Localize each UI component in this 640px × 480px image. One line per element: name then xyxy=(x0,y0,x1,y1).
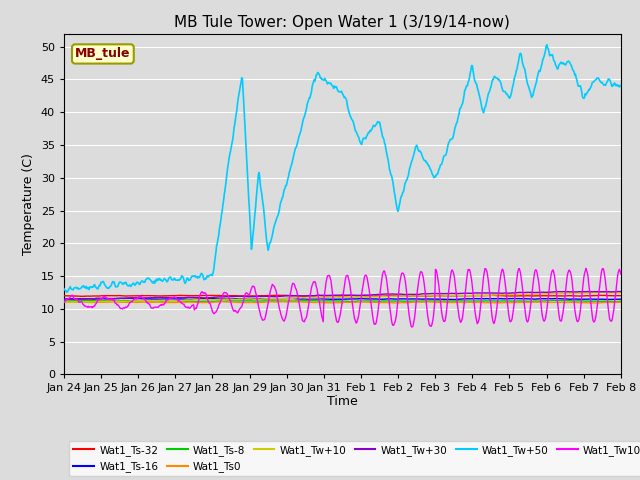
Text: MB_tule: MB_tule xyxy=(75,48,131,60)
Legend: Wat1_Ts-32, Wat1_Ts-16, Wat1_Ts-8, Wat1_Ts0, Wat1_Tw+10, Wat1_Tw+30, Wat1_Tw+50,: Wat1_Ts-32, Wat1_Ts-16, Wat1_Ts-8, Wat1_… xyxy=(69,441,640,476)
X-axis label: Time: Time xyxy=(327,395,358,408)
Title: MB Tule Tower: Open Water 1 (3/19/14-now): MB Tule Tower: Open Water 1 (3/19/14-now… xyxy=(175,15,510,30)
Y-axis label: Temperature (C): Temperature (C) xyxy=(22,153,35,255)
